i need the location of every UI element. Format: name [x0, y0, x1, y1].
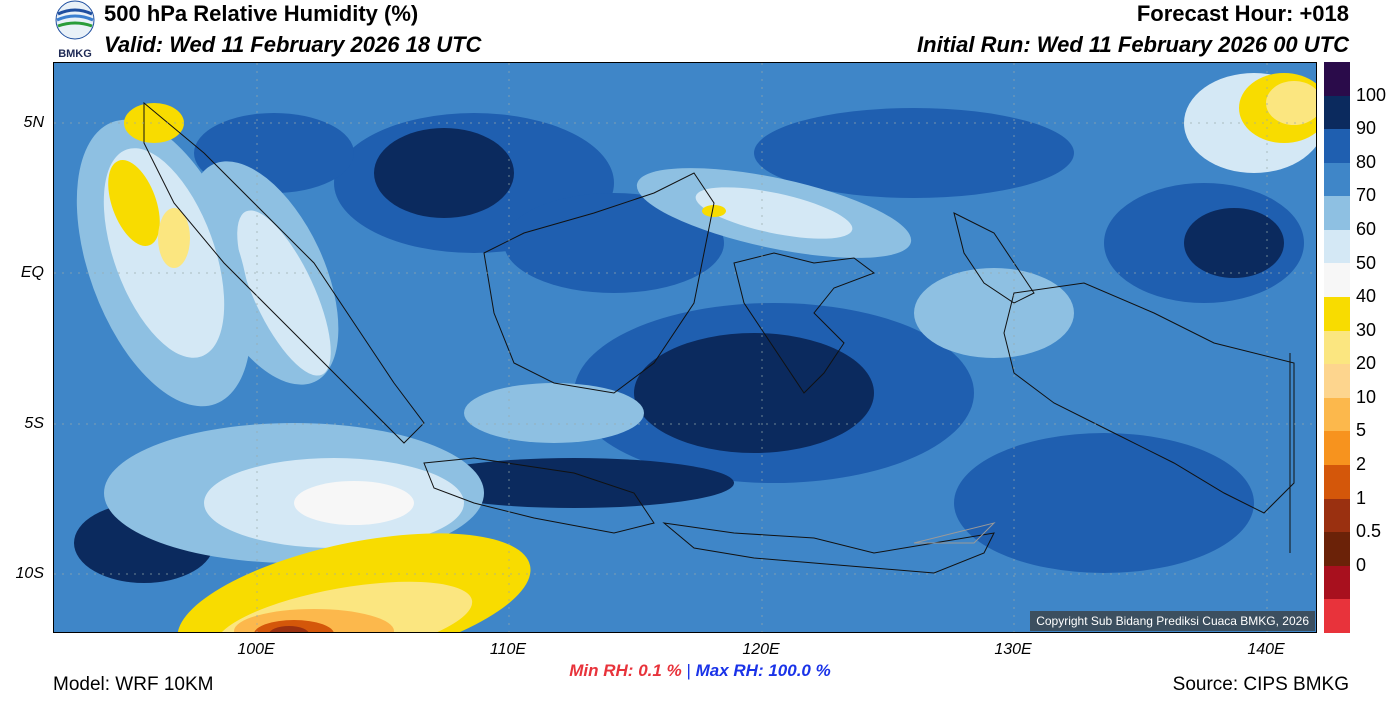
colorbar — [1324, 62, 1350, 633]
colorbar-segment — [1324, 431, 1350, 465]
humidity-map — [53, 62, 1317, 633]
model-label: Model: WRF 10KM — [53, 674, 214, 695]
colorbar-segment — [1324, 330, 1350, 365]
colorbar-label: 40 — [1356, 286, 1377, 307]
lon-label-120e: 120E — [742, 641, 780, 658]
colorbar-segment — [1324, 599, 1350, 633]
colorbar-label: 70 — [1356, 185, 1377, 206]
colorbar-segment — [1324, 196, 1350, 230]
colorbar-label: 2 — [1356, 454, 1367, 475]
colorbar-segment — [1324, 162, 1350, 197]
lon-label-100e: 100E — [237, 641, 275, 658]
colorbar-label: 90 — [1356, 118, 1377, 139]
colorbar-label: 50 — [1356, 252, 1377, 273]
colorbar-segment — [1324, 95, 1350, 130]
lat-label-eq: EQ — [20, 264, 44, 281]
max-rh-label: Max RH: 100.0 % — [695, 661, 831, 680]
colorbar-segment — [1324, 565, 1350, 600]
forecast-hour: Forecast Hour: +018 — [1136, 1, 1349, 26]
humidity-field — [54, 63, 1316, 632]
colorbar-segment — [1324, 129, 1350, 163]
colorbar-segment — [1324, 498, 1350, 533]
min-rh-value: 0.1 % — [638, 661, 682, 680]
lon-label-130e: 130E — [994, 641, 1032, 658]
colorbar-label: 5 — [1356, 420, 1367, 441]
colorbar-label: 30 — [1356, 319, 1377, 340]
colorbar-segment — [1324, 62, 1350, 96]
colorbar-label: 100 — [1356, 84, 1387, 105]
colorbar-label: 0.5 — [1356, 521, 1382, 542]
lon-label-140e: 140E — [1247, 641, 1285, 658]
colorbar-segment — [1324, 397, 1350, 432]
min-rh-label: Min RH: — [569, 661, 634, 680]
colorbar-label: 0 — [1356, 554, 1367, 575]
lat-label-5s: 5S — [24, 415, 44, 432]
initial-run: Initial Run: Wed 11 February 2026 00 UTC — [917, 32, 1349, 57]
source-label: Source: CIPS BMKG — [1172, 674, 1349, 695]
colorbar-segment — [1324, 297, 1350, 331]
colorbar-label: 20 — [1356, 353, 1377, 374]
rh-stats: Min RH: 0.1 % | Max RH: 100.0 % — [0, 661, 1400, 681]
colorbar-label: 10 — [1356, 386, 1377, 407]
colorbar-label: 80 — [1356, 151, 1377, 172]
colorbar-label: 1 — [1356, 487, 1367, 508]
colorbar-label: 60 — [1356, 218, 1377, 239]
colorbar-segment — [1324, 464, 1350, 499]
colorbar-segment — [1324, 263, 1350, 298]
logo-text: BMKG — [58, 48, 92, 60]
lat-label-5n: 5N — [23, 114, 44, 131]
copyright-notice: Copyright Sub Bidang Prediksi Cuaca BMKG… — [1030, 611, 1315, 631]
bmkg-logo: BMKG — [50, 0, 100, 60]
map-title: 500 hPa Relative Humidity (%) — [104, 1, 419, 26]
lat-label-10s: 10S — [15, 565, 44, 582]
colorbar-segment — [1324, 229, 1350, 264]
valid-time: Valid: Wed 11 February 2026 18 UTC — [104, 32, 482, 57]
stats-separator: | — [686, 661, 691, 680]
colorbar-segment — [1324, 364, 1350, 398]
colorbar-segment — [1324, 532, 1350, 566]
lon-label-110e: 110E — [489, 641, 527, 658]
